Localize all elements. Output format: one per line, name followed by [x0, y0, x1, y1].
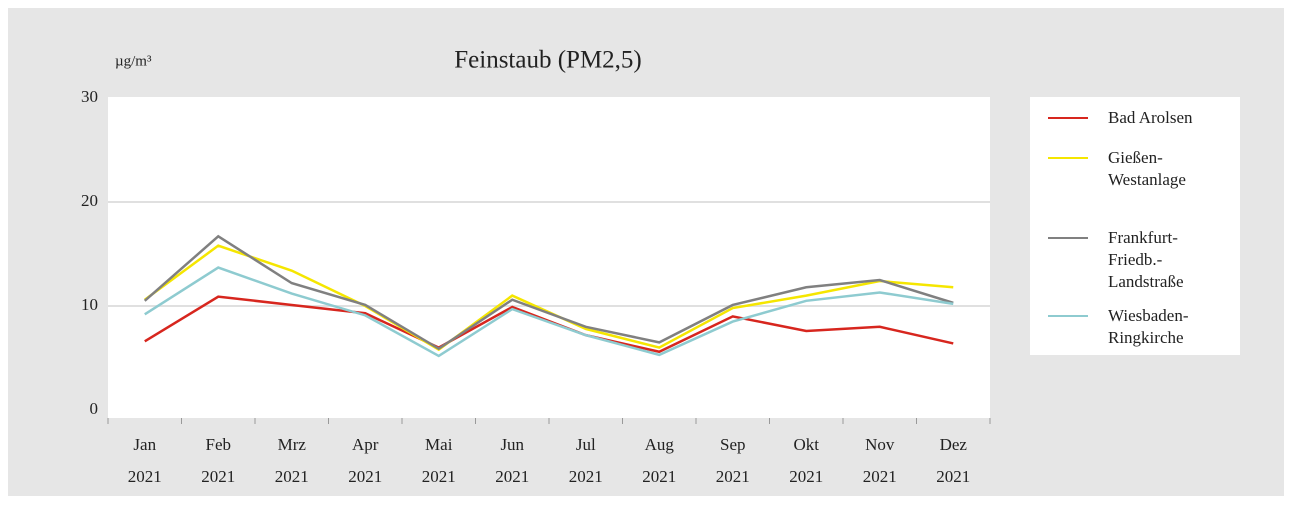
x-tick-label: 2021 — [348, 467, 382, 486]
legend-label: Bad Arolsen — [1108, 108, 1193, 127]
x-tick-label: 2021 — [422, 467, 456, 486]
legend-item: Wiesbaden-Ringkirche — [1030, 305, 1218, 349]
x-tick-label: 2021 — [716, 467, 750, 486]
x-tick-label: 2021 — [128, 467, 162, 486]
y-axis-label: µg/m³ — [115, 53, 152, 69]
chart-title: Feinstaub (PM2,5) — [454, 47, 642, 74]
legend-swatch — [1048, 237, 1088, 239]
x-tick-label: Sep — [720, 435, 746, 454]
x-tick-label: 2021 — [863, 467, 897, 486]
y-tick-label: 10 — [81, 295, 98, 314]
x-tick-label: Feb — [206, 435, 232, 454]
legend-item: Bad Arolsen — [1030, 107, 1218, 129]
y-tick-label: 30 — [81, 87, 98, 106]
x-tick-label: 2021 — [275, 467, 309, 486]
x-tick-label: 2021 — [495, 467, 529, 486]
y-tick-label: 0 — [90, 399, 99, 418]
x-tick-label: Okt — [794, 435, 820, 454]
legend-swatch — [1048, 117, 1088, 119]
x-tick-label: Apr — [352, 435, 379, 454]
legend-swatch — [1048, 315, 1088, 317]
legend-label: Wiesbaden-Ringkirche — [1108, 306, 1189, 347]
x-tick-label: Jan — [133, 435, 156, 454]
line-series — [143, 234, 954, 351]
y-tick-label: 20 — [81, 191, 98, 210]
x-tick-label: Dez — [940, 435, 968, 454]
x-tick-label: 2021 — [642, 467, 676, 486]
x-tick-label: 2021 — [569, 467, 603, 486]
x-tick-label: 2021 — [936, 467, 970, 486]
x-tick-label: Jul — [576, 435, 596, 454]
legend-label: Frankfurt-Friedb.-Landstraße — [1108, 228, 1184, 291]
x-tick-label: Mai — [425, 435, 453, 454]
legend-swatch — [1048, 157, 1088, 159]
x-tick-label: Mrz — [278, 435, 307, 454]
x-tick-label: 2021 — [789, 467, 823, 486]
x-tick-label: Nov — [865, 435, 895, 454]
x-tick-label: Aug — [645, 435, 675, 454]
plot-area — [108, 97, 990, 418]
x-tick-label: 2021 — [201, 467, 235, 486]
legend-item: Frankfurt-Friedb.-Landstraße — [1030, 227, 1218, 293]
line-series — [144, 266, 954, 358]
x-tick-label: Jun — [500, 435, 524, 454]
legend-label: Gießen-Westanlage — [1108, 148, 1186, 189]
legend: Bad Arolsen Gießen-Westanlage Frankfurt-Fr… — [1030, 97, 1240, 355]
legend-item: Gießen-Westanlage — [1030, 147, 1218, 191]
